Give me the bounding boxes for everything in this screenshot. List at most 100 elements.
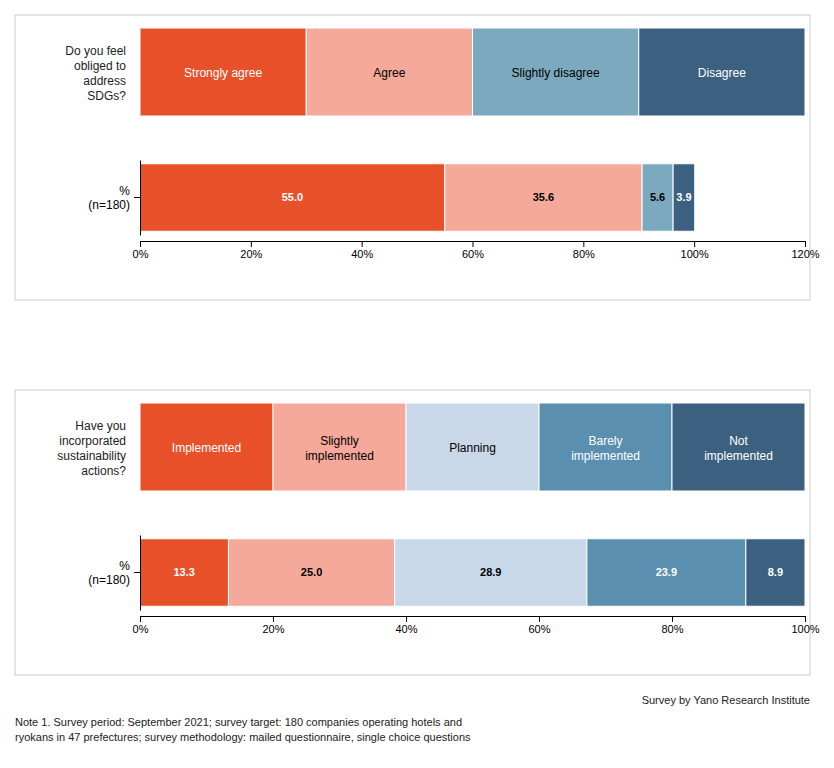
text-line: Barely	[588, 434, 622, 448]
tick-mark	[583, 241, 584, 247]
legend-swatch	[140, 403, 273, 491]
text-line: obliged to	[74, 59, 126, 73]
text-line: %	[119, 559, 130, 573]
tick-mark	[362, 241, 363, 247]
data-label: 35.6	[533, 191, 554, 203]
tick-label: 20%	[262, 623, 284, 635]
text-line: Disagree	[698, 66, 746, 80]
text-line: Agree	[373, 66, 405, 80]
text-line: Planning	[449, 441, 496, 455]
data-label: 3.9	[676, 191, 691, 203]
tick: 40%	[351, 241, 373, 260]
panel-frame	[15, 15, 810, 300]
bar-segment	[140, 539, 228, 607]
text-line: Not	[729, 434, 748, 448]
data-label: 8.9	[768, 566, 783, 578]
bar-segment	[587, 539, 746, 607]
bar-segment	[673, 164, 695, 232]
legend-swatch	[539, 403, 672, 491]
text-line: SDGs?	[87, 89, 126, 103]
tick-label: 120%	[791, 248, 819, 260]
bar-segment	[395, 539, 587, 607]
text-line: implemented	[704, 449, 773, 463]
legend-swatch	[672, 403, 805, 491]
tick-mark	[805, 616, 806, 622]
tick-label: 40%	[351, 248, 373, 260]
text-line: (n=180)	[88, 573, 130, 587]
chart-root: Do you feelobliged toaddressSDGs?Strongl…	[0, 0, 834, 768]
axis-line	[140, 161, 141, 236]
legend-swatch	[273, 403, 406, 491]
text-line: Implemented	[172, 441, 241, 455]
tick-label: 80%	[573, 248, 595, 260]
tick-label: 0%	[133, 623, 149, 635]
text-line: ryokans in 47 prefectures; survey method…	[15, 731, 471, 743]
tick: 100%	[791, 616, 819, 635]
panel: Have youincorporatedsustainabilityaction…	[15, 390, 820, 675]
tick-mark	[694, 241, 695, 247]
y-axis: %(n=180)	[88, 161, 140, 236]
tick-mark	[672, 616, 673, 622]
legend: Strongly agree Agree Slightly disagree Disa…	[140, 28, 805, 116]
tick-label: 60%	[528, 623, 550, 635]
axis-line	[141, 616, 806, 617]
panel-frame	[15, 390, 810, 675]
text-line: %	[119, 184, 130, 198]
tick: 40%	[395, 616, 417, 635]
y-axis: %(n=180)	[88, 536, 140, 611]
tick-label: 80%	[661, 623, 683, 635]
tick-label: %(n=180)	[88, 559, 130, 587]
tick: 60%	[528, 616, 550, 635]
data-label: 55.0	[282, 191, 303, 203]
text-line: address	[83, 74, 126, 88]
bars	[140, 164, 695, 232]
text-line: sustainability	[57, 449, 126, 463]
text-line: implemented	[571, 449, 640, 463]
tick: 0%	[133, 241, 149, 260]
legend-label: Slightly disagree	[512, 66, 600, 80]
bar-segment	[445, 164, 642, 232]
text-line: Note 1. Survey period: September 2021; s…	[15, 716, 462, 728]
bar-segment	[746, 539, 805, 607]
text-line: Slightly disagree	[512, 66, 600, 80]
tick-mark	[140, 616, 141, 622]
tick-mark	[273, 616, 274, 622]
data-labels: 55.035.65.63.9	[282, 191, 692, 203]
tick-label: 0%	[133, 248, 149, 260]
tick-mark	[134, 197, 140, 198]
legend-label: Agree	[373, 66, 405, 80]
legend-label: Slightlyimplemented	[305, 434, 374, 463]
tick: 20%	[240, 241, 262, 260]
legend-label: Implemented	[172, 441, 241, 455]
legend-swatch	[306, 28, 472, 116]
x-axis: 0% 20% 40% 60% 80% 100%	[133, 616, 820, 635]
legend-swatch	[639, 28, 805, 116]
tick: 60%	[462, 241, 484, 260]
legend-label: Planning	[449, 441, 496, 455]
panel: Do you feelobliged toaddressSDGs?Strongl…	[15, 15, 820, 300]
tick-mark	[805, 241, 806, 247]
tick-label: 100%	[791, 623, 819, 635]
legend-label: Strongly agree	[184, 66, 262, 80]
data-labels: 13.325.028.923.98.9	[174, 566, 784, 578]
footer: Survey by Yano Research InstituteNote 1.…	[15, 694, 810, 743]
tick-mark	[406, 616, 407, 622]
legend-swatch	[140, 28, 306, 116]
data-label: 28.9	[480, 566, 501, 578]
text-line: Slightly	[320, 434, 359, 448]
tick-mark	[539, 616, 540, 622]
tick: 100%	[681, 241, 709, 260]
tick-mark	[473, 241, 474, 247]
x-axis: 0% 20% 40% 60% 80% 100% 120%	[133, 241, 820, 260]
legend-swatch	[406, 403, 539, 491]
bar-segment	[228, 539, 394, 607]
title: Have youincorporatedsustainabilityaction…	[57, 419, 126, 478]
data-label: 23.9	[656, 566, 677, 578]
tick-label: 60%	[462, 248, 484, 260]
tick: 120%	[791, 241, 819, 260]
legend: ImplementedSlightlyimplementedPlanningBa…	[140, 403, 805, 491]
text-line: implemented	[305, 449, 374, 463]
legend-label: Disagree	[698, 66, 746, 80]
bar-segment	[642, 164, 673, 232]
tick: 0%	[133, 616, 149, 635]
